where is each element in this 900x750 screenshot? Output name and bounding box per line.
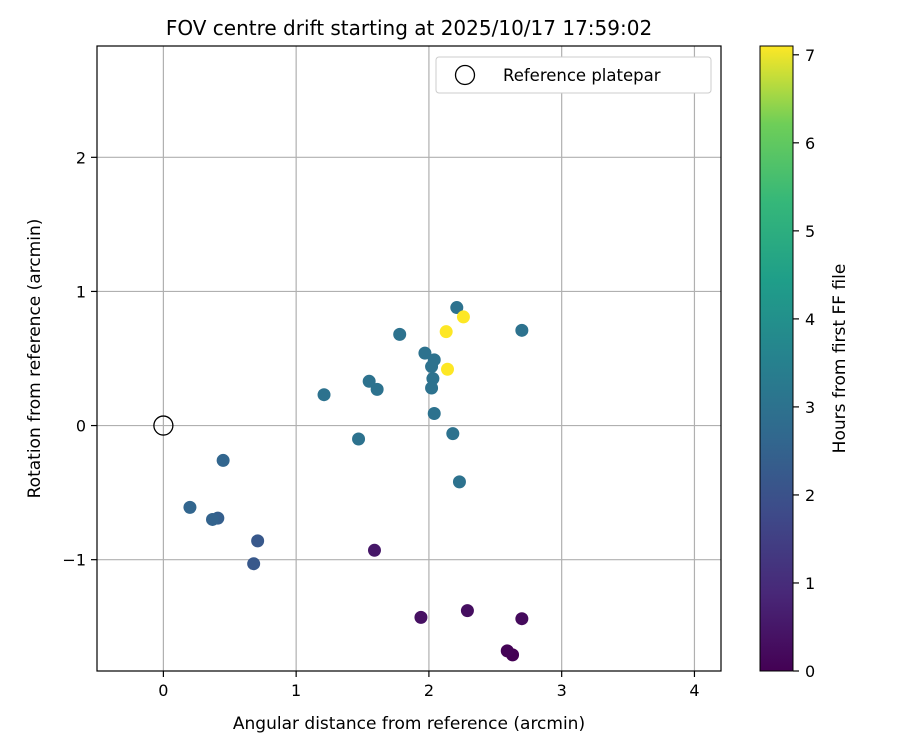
scatter-point bbox=[393, 327, 407, 341]
x-tick-label: 0 bbox=[158, 681, 168, 700]
scatter-points bbox=[183, 301, 529, 662]
x-tick-label: 4 bbox=[689, 681, 699, 700]
scatter-point bbox=[414, 610, 428, 624]
legend-box bbox=[435, 56, 712, 94]
scatter-point bbox=[456, 310, 470, 324]
scatter-point bbox=[352, 432, 366, 446]
colorbar-tick-label: 0 bbox=[805, 662, 815, 681]
scatter-point bbox=[439, 325, 453, 339]
scatter-point bbox=[515, 323, 529, 337]
scatter-point bbox=[370, 382, 384, 396]
reference-platepar-marker bbox=[153, 415, 174, 436]
x-tick-label: 3 bbox=[557, 681, 567, 700]
x-axis-label: Angular distance from reference (arcmin) bbox=[233, 714, 585, 734]
scatter-point bbox=[317, 388, 331, 402]
legend-label-reference: Reference platepar bbox=[503, 66, 661, 85]
legend-marker-reference bbox=[454, 64, 476, 86]
grid-lines bbox=[97, 46, 721, 671]
colorbar-tick-label: 1 bbox=[805, 574, 815, 593]
y-tick-label: 0 bbox=[76, 417, 86, 436]
scatter-point bbox=[418, 346, 432, 360]
scatter-point bbox=[450, 301, 464, 315]
scatter-point bbox=[500, 644, 514, 658]
plot-frame bbox=[96, 45, 722, 672]
legend: Reference platepar bbox=[435, 56, 712, 94]
reference-marker bbox=[153, 415, 174, 436]
scatter-point bbox=[183, 500, 197, 514]
scatter-point bbox=[216, 453, 230, 467]
scatter-point bbox=[427, 406, 441, 420]
scatter-point bbox=[362, 374, 376, 388]
scatter-point bbox=[251, 534, 265, 548]
colorbar-ticks: 0 1 2 3 4 5 6 7 bbox=[793, 46, 815, 681]
scatter-point bbox=[367, 543, 381, 557]
colorbar-gradient bbox=[759, 45, 794, 672]
scatter-point bbox=[206, 512, 220, 526]
colorbar-tick-label: 6 bbox=[805, 134, 815, 153]
colorbar-tick-label: 7 bbox=[805, 46, 815, 65]
y-tick-label: 2 bbox=[76, 148, 86, 167]
x-tick-label: 1 bbox=[291, 681, 301, 700]
y-tick-label: 1 bbox=[76, 282, 86, 301]
colorbar-tick-label: 5 bbox=[805, 222, 815, 241]
chart-title: FOV centre drift starting at 2025/10/17 … bbox=[166, 16, 652, 40]
colorbar-tick-label: 3 bbox=[805, 398, 815, 417]
scatter-point bbox=[425, 381, 439, 395]
scatter-point bbox=[441, 362, 455, 376]
colorbar-label: Hours from first FF file bbox=[830, 264, 850, 454]
y-tick-label: −1 bbox=[62, 551, 86, 570]
scatter-point bbox=[452, 475, 466, 489]
colorbar: 0 1 2 3 4 5 6 7 Hours from first FF file bbox=[759, 45, 850, 681]
y-axis-label: Rotation from reference (arcmin) bbox=[25, 219, 45, 499]
scatter-point bbox=[247, 557, 261, 571]
x-tick-label: 2 bbox=[424, 681, 434, 700]
scatter-point bbox=[515, 612, 529, 626]
scatter-point bbox=[460, 604, 474, 618]
scatter-point bbox=[427, 353, 441, 367]
colorbar-tick-label: 4 bbox=[805, 310, 815, 329]
x-axis-ticks: 0 1 2 3 4 bbox=[158, 671, 700, 700]
y-axis-ticks: −1 0 1 2 bbox=[62, 148, 97, 570]
colorbar-tick-label: 2 bbox=[805, 486, 815, 505]
scatter-point bbox=[446, 427, 460, 441]
